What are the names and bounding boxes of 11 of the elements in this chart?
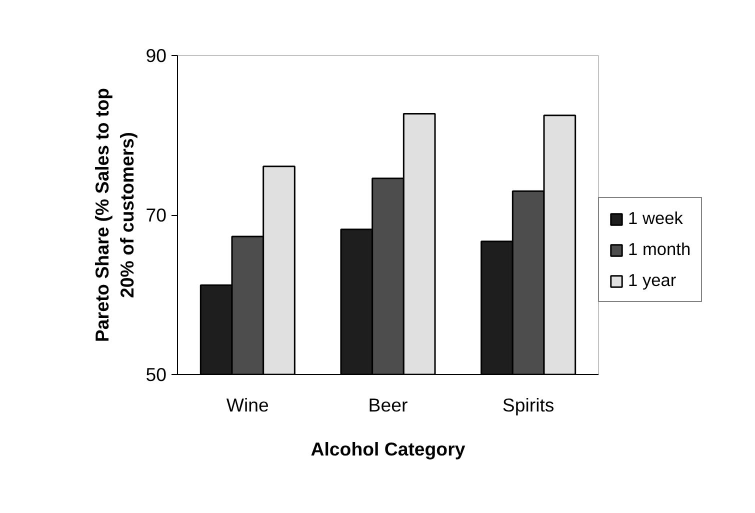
legend-label: 1 month	[628, 239, 691, 260]
y-tick-label: 90	[146, 45, 167, 66]
x-tick-label: Spirits	[502, 394, 554, 416]
legend-label: 1 week	[628, 208, 683, 229]
y-tick-label: 50	[146, 364, 167, 385]
legend-label: 1 year	[628, 270, 676, 291]
y-tick-label: 70	[146, 204, 167, 226]
x-tick-label: Beer	[368, 394, 408, 416]
x-tick-label: Wine	[226, 394, 269, 416]
y-axis-title: Pareto Share (% Sales to top 20% of customers)	[92, 88, 138, 342]
x-axis-title: Alcohol Category	[310, 438, 466, 460]
